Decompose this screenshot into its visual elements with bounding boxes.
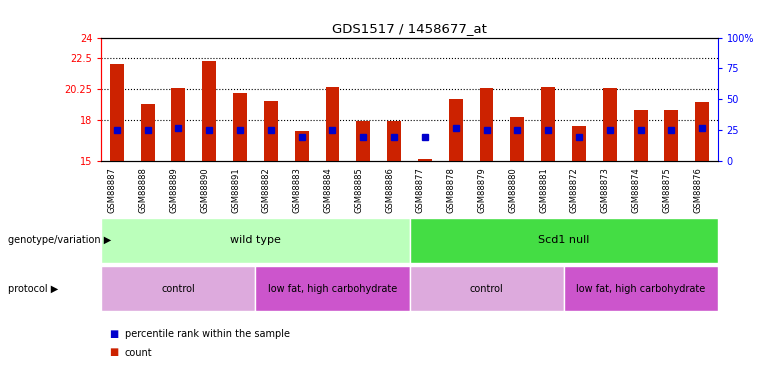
Bar xyxy=(233,93,247,161)
Text: wild type: wild type xyxy=(230,235,281,245)
Text: Scd1 null: Scd1 null xyxy=(538,235,589,245)
Text: count: count xyxy=(125,348,152,357)
Bar xyxy=(387,122,401,161)
Text: ■: ■ xyxy=(109,329,119,339)
Bar xyxy=(633,110,647,161)
Bar xyxy=(665,110,679,161)
Bar xyxy=(295,131,309,161)
Bar xyxy=(140,104,154,161)
Bar xyxy=(410,266,563,311)
Text: low fat, high carbohydrate: low fat, high carbohydrate xyxy=(268,284,397,294)
Bar xyxy=(101,266,256,311)
Text: control: control xyxy=(161,284,195,294)
Title: GDS1517 / 1458677_at: GDS1517 / 1458677_at xyxy=(332,22,487,35)
Bar xyxy=(541,87,555,161)
Bar xyxy=(480,88,494,161)
Bar xyxy=(572,126,586,161)
Bar xyxy=(410,217,718,262)
Bar xyxy=(256,266,410,311)
Bar xyxy=(356,122,370,161)
Text: ■: ■ xyxy=(109,348,119,357)
Bar xyxy=(101,217,410,262)
Bar xyxy=(110,64,124,161)
Text: percentile rank within the sample: percentile rank within the sample xyxy=(125,329,290,339)
Bar xyxy=(510,117,524,161)
Bar xyxy=(695,102,709,161)
Text: low fat, high carbohydrate: low fat, high carbohydrate xyxy=(576,284,705,294)
Bar xyxy=(448,99,463,161)
Bar xyxy=(172,88,186,161)
Text: genotype/variation ▶: genotype/variation ▶ xyxy=(8,235,111,245)
Text: protocol ▶: protocol ▶ xyxy=(8,284,58,294)
Bar xyxy=(418,159,432,161)
Bar xyxy=(325,87,339,161)
Bar xyxy=(564,266,718,311)
Bar xyxy=(202,61,216,161)
Bar xyxy=(603,88,617,161)
Text: control: control xyxy=(470,284,503,294)
Bar xyxy=(264,101,278,161)
